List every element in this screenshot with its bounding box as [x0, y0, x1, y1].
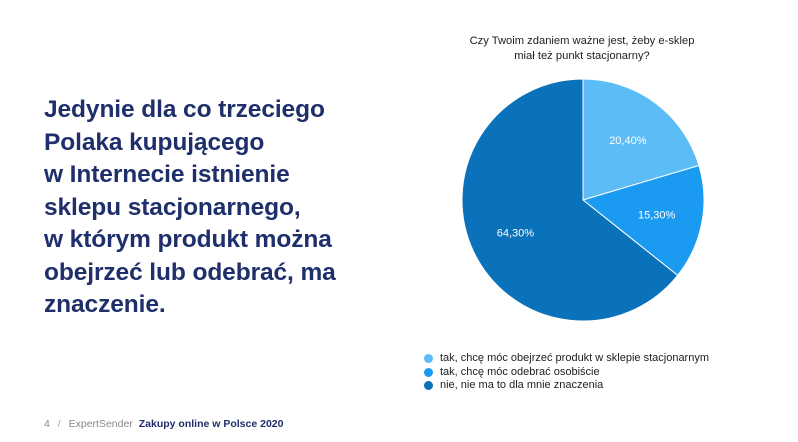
pie-slice-label: 15,30% [638, 209, 676, 221]
legend-swatch [424, 354, 433, 364]
chart-title-line: miał też punkt stacjonarny? [514, 49, 650, 62]
legend-item: tak, chcę móc obejrzeć produkt w sklepie… [424, 352, 709, 366]
page-number: 4 [44, 418, 50, 430]
legend-item: nie, nie ma to dla mnie znaczenia [424, 379, 709, 393]
headline-line: sklepu stacjonarnego, [44, 193, 301, 221]
pie-slice [581, 164, 705, 277]
headline-line: obejrzeć lub odebrać, ma [44, 258, 336, 286]
legend-swatch [424, 367, 433, 377]
pie-slice [582, 78, 700, 201]
chart-title: Czy Twoim zdaniem ważne jest, żeby e-skl… [420, 34, 744, 63]
footer: 4 / ExpertSender Zakupy online w Polsce … [44, 418, 283, 430]
headline-line: Polaka kupującego [44, 128, 265, 156]
pie-slice-label: 20,40% [609, 135, 647, 147]
legend-label: tak, chcę móc odebrać osobiście [440, 365, 600, 378]
chart-title-line: Czy Twoim zdaniem ważne jest, żeby e-skl… [469, 35, 695, 47]
headline-line: znaczenie. [44, 291, 166, 318]
legend: tak, chcę móc obejrzeć produkt w sklepie… [424, 352, 709, 393]
footer-report-title: Zakupy online w Polsce 2020 [138, 418, 284, 430]
pie-slice [461, 78, 679, 322]
legend-swatch [424, 381, 433, 391]
headline-line: Jedynie dla co trzeciego [44, 96, 325, 123]
legend-label: tak, chcę móc obejrzeć produkt w sklepie… [440, 352, 710, 364]
headline-line: w którym produkt można [44, 226, 332, 253]
headline: Jedynie dla co trzeciego Polaka kupujące… [44, 94, 374, 322]
headline-line: w Internecie istnienie [44, 161, 290, 188]
pie-slice-label: 64,30% [497, 228, 535, 240]
footer-separator: / [57, 418, 61, 430]
legend-item: tak, chcę móc odebrać osobiście [424, 366, 709, 380]
legend-label: nie, nie ma to dla mnie znaczenia [440, 379, 604, 391]
footer-brand: ExpertSender [68, 418, 133, 430]
